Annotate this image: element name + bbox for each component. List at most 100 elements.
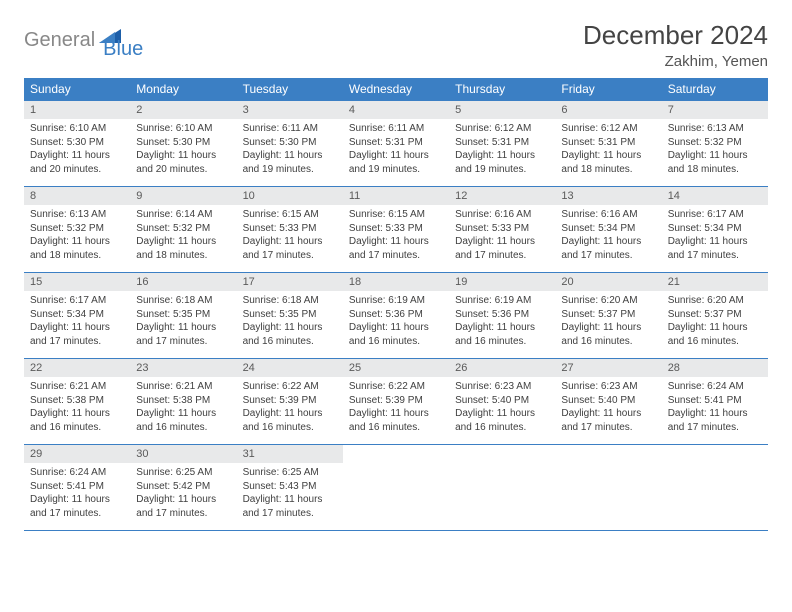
daylight-line2: and 16 minutes. xyxy=(243,421,337,435)
sunrise-text: Sunrise: 6:25 AM xyxy=(136,466,230,480)
day-details: Sunrise: 6:23 AMSunset: 5:40 PMDaylight:… xyxy=(555,377,661,438)
day-details: Sunrise: 6:12 AMSunset: 5:31 PMDaylight:… xyxy=(449,119,555,180)
calendar-day-cell: 31Sunrise: 6:25 AMSunset: 5:43 PMDayligh… xyxy=(237,445,343,531)
day-number: 2 xyxy=(130,101,236,119)
daylight-line1: Daylight: 11 hours xyxy=(243,235,337,249)
calendar-day-cell: 7Sunrise: 6:13 AMSunset: 5:32 PMDaylight… xyxy=(662,101,768,187)
calendar-day-cell: 14Sunrise: 6:17 AMSunset: 5:34 PMDayligh… xyxy=(662,187,768,273)
sunrise-text: Sunrise: 6:12 AM xyxy=(455,122,549,136)
weekday-header: Tuesday xyxy=(237,78,343,101)
sunrise-text: Sunrise: 6:18 AM xyxy=(136,294,230,308)
sunrise-text: Sunrise: 6:22 AM xyxy=(243,380,337,394)
day-details: Sunrise: 6:21 AMSunset: 5:38 PMDaylight:… xyxy=(24,377,130,438)
daylight-line1: Daylight: 11 hours xyxy=(349,149,443,163)
sunrise-text: Sunrise: 6:24 AM xyxy=(668,380,762,394)
daylight-line2: and 17 minutes. xyxy=(668,421,762,435)
daylight-line1: Daylight: 11 hours xyxy=(243,493,337,507)
daylight-line2: and 17 minutes. xyxy=(349,249,443,263)
weekday-header: Saturday xyxy=(662,78,768,101)
daylight-line1: Daylight: 11 hours xyxy=(243,407,337,421)
daylight-line1: Daylight: 11 hours xyxy=(30,235,124,249)
daylight-line2: and 17 minutes. xyxy=(30,335,124,349)
daylight-line2: and 17 minutes. xyxy=(136,507,230,521)
calendar-day-cell xyxy=(555,445,661,531)
day-details: Sunrise: 6:13 AMSunset: 5:32 PMDaylight:… xyxy=(662,119,768,180)
calendar-day-cell: 1Sunrise: 6:10 AMSunset: 5:30 PMDaylight… xyxy=(24,101,130,187)
sunrise-text: Sunrise: 6:17 AM xyxy=(30,294,124,308)
calendar-day-cell: 18Sunrise: 6:19 AMSunset: 5:36 PMDayligh… xyxy=(343,273,449,359)
weekday-header: Thursday xyxy=(449,78,555,101)
day-number: 8 xyxy=(24,187,130,205)
sunset-text: Sunset: 5:30 PM xyxy=(243,136,337,150)
day-details: Sunrise: 6:24 AMSunset: 5:41 PMDaylight:… xyxy=(24,463,130,524)
month-title: December 2024 xyxy=(583,20,768,51)
day-details: Sunrise: 6:18 AMSunset: 5:35 PMDaylight:… xyxy=(130,291,236,352)
calendar-day-cell: 15Sunrise: 6:17 AMSunset: 5:34 PMDayligh… xyxy=(24,273,130,359)
daylight-line1: Daylight: 11 hours xyxy=(668,407,762,421)
day-details: Sunrise: 6:24 AMSunset: 5:41 PMDaylight:… xyxy=(662,377,768,438)
day-number: 12 xyxy=(449,187,555,205)
sunset-text: Sunset: 5:35 PM xyxy=(136,308,230,322)
daylight-line2: and 17 minutes. xyxy=(30,507,124,521)
sunrise-text: Sunrise: 6:16 AM xyxy=(455,208,549,222)
weekday-header: Wednesday xyxy=(343,78,449,101)
daylight-line2: and 16 minutes. xyxy=(136,421,230,435)
day-details: Sunrise: 6:19 AMSunset: 5:36 PMDaylight:… xyxy=(343,291,449,352)
daylight-line1: Daylight: 11 hours xyxy=(136,493,230,507)
daylight-line1: Daylight: 11 hours xyxy=(243,149,337,163)
day-details: Sunrise: 6:22 AMSunset: 5:39 PMDaylight:… xyxy=(237,377,343,438)
daylight-line1: Daylight: 11 hours xyxy=(561,407,655,421)
day-details: Sunrise: 6:16 AMSunset: 5:34 PMDaylight:… xyxy=(555,205,661,266)
sunrise-text: Sunrise: 6:10 AM xyxy=(136,122,230,136)
day-number: 27 xyxy=(555,359,661,377)
daylight-line2: and 16 minutes. xyxy=(561,335,655,349)
page-header: General Blue December 2024 Zakhim, Yemen xyxy=(24,20,768,70)
sunset-text: Sunset: 5:34 PM xyxy=(561,222,655,236)
day-details: Sunrise: 6:13 AMSunset: 5:32 PMDaylight:… xyxy=(24,205,130,266)
daylight-line2: and 18 minutes. xyxy=(561,163,655,177)
daylight-line1: Daylight: 11 hours xyxy=(30,493,124,507)
calendar-day-cell xyxy=(449,445,555,531)
daylight-line1: Daylight: 11 hours xyxy=(668,235,762,249)
daylight-line1: Daylight: 11 hours xyxy=(349,321,443,335)
calendar-week-row: 8Sunrise: 6:13 AMSunset: 5:32 PMDaylight… xyxy=(24,187,768,273)
day-details: Sunrise: 6:18 AMSunset: 5:35 PMDaylight:… xyxy=(237,291,343,352)
daylight-line1: Daylight: 11 hours xyxy=(30,407,124,421)
day-number: 21 xyxy=(662,273,768,291)
day-details: Sunrise: 6:23 AMSunset: 5:40 PMDaylight:… xyxy=(449,377,555,438)
sunset-text: Sunset: 5:36 PM xyxy=(455,308,549,322)
daylight-line2: and 18 minutes. xyxy=(30,249,124,263)
sunrise-text: Sunrise: 6:21 AM xyxy=(136,380,230,394)
sunrise-text: Sunrise: 6:13 AM xyxy=(30,208,124,222)
weekday-header-row: Sunday Monday Tuesday Wednesday Thursday… xyxy=(24,78,768,101)
calendar-day-cell: 26Sunrise: 6:23 AMSunset: 5:40 PMDayligh… xyxy=(449,359,555,445)
calendar-day-cell: 19Sunrise: 6:19 AMSunset: 5:36 PMDayligh… xyxy=(449,273,555,359)
sunset-text: Sunset: 5:33 PM xyxy=(455,222,549,236)
calendar-day-cell xyxy=(343,445,449,531)
calendar-day-cell: 12Sunrise: 6:16 AMSunset: 5:33 PMDayligh… xyxy=(449,187,555,273)
calendar-day-cell: 17Sunrise: 6:18 AMSunset: 5:35 PMDayligh… xyxy=(237,273,343,359)
day-details: Sunrise: 6:14 AMSunset: 5:32 PMDaylight:… xyxy=(130,205,236,266)
sunrise-text: Sunrise: 6:20 AM xyxy=(668,294,762,308)
calendar-day-cell: 2Sunrise: 6:10 AMSunset: 5:30 PMDaylight… xyxy=(130,101,236,187)
daylight-line1: Daylight: 11 hours xyxy=(136,321,230,335)
calendar-day-cell: 24Sunrise: 6:22 AMSunset: 5:39 PMDayligh… xyxy=(237,359,343,445)
location-label: Zakhim, Yemen xyxy=(583,53,768,70)
weekday-header: Sunday xyxy=(24,78,130,101)
day-number: 31 xyxy=(237,445,343,463)
sunset-text: Sunset: 5:30 PM xyxy=(136,136,230,150)
day-number: 23 xyxy=(130,359,236,377)
daylight-line1: Daylight: 11 hours xyxy=(455,149,549,163)
sunrise-text: Sunrise: 6:19 AM xyxy=(455,294,549,308)
daylight-line2: and 16 minutes. xyxy=(349,335,443,349)
calendar-day-cell: 10Sunrise: 6:15 AMSunset: 5:33 PMDayligh… xyxy=(237,187,343,273)
sunset-text: Sunset: 5:33 PM xyxy=(243,222,337,236)
day-number: 22 xyxy=(24,359,130,377)
sunrise-text: Sunrise: 6:10 AM xyxy=(30,122,124,136)
calendar-day-cell: 16Sunrise: 6:18 AMSunset: 5:35 PMDayligh… xyxy=(130,273,236,359)
sunrise-text: Sunrise: 6:21 AM xyxy=(30,380,124,394)
daylight-line2: and 17 minutes. xyxy=(243,249,337,263)
brand-part2: Blue xyxy=(103,38,143,61)
daylight-line2: and 17 minutes. xyxy=(668,249,762,263)
calendar-day-cell: 5Sunrise: 6:12 AMSunset: 5:31 PMDaylight… xyxy=(449,101,555,187)
